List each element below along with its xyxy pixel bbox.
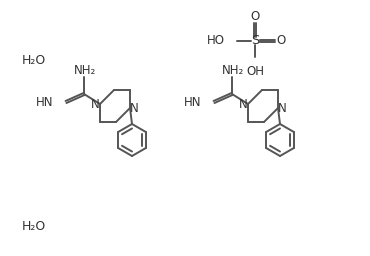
Text: NH₂: NH₂ — [74, 65, 96, 78]
Text: O: O — [250, 10, 260, 24]
Text: OH: OH — [246, 65, 264, 78]
Text: N: N — [278, 101, 287, 114]
Text: N: N — [91, 98, 100, 111]
Text: O: O — [276, 35, 286, 48]
Text: H₂O: H₂O — [22, 54, 46, 67]
Text: HN: HN — [184, 97, 201, 110]
Text: HN: HN — [36, 97, 53, 110]
Text: HO: HO — [207, 35, 225, 48]
Text: S: S — [251, 35, 259, 48]
Text: H₂O: H₂O — [22, 219, 46, 232]
Text: N: N — [239, 98, 248, 111]
Text: N: N — [130, 101, 139, 114]
Text: NH₂: NH₂ — [222, 65, 244, 78]
